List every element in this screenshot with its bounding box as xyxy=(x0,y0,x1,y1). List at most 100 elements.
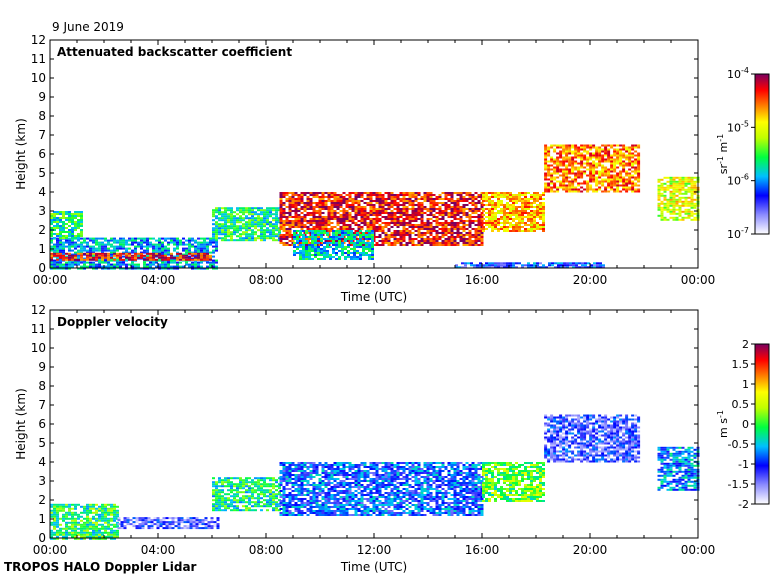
data-cell xyxy=(574,148,578,151)
data-cell xyxy=(480,220,484,222)
data-cell xyxy=(80,217,83,219)
data-cell xyxy=(62,515,65,518)
data-cell xyxy=(248,237,251,240)
data-cell xyxy=(110,251,113,254)
data-cell xyxy=(215,235,218,238)
data-cell xyxy=(509,214,512,216)
data-cell xyxy=(610,186,614,189)
data-cell xyxy=(251,239,254,242)
data-cell xyxy=(477,238,481,240)
data-cell xyxy=(101,241,104,244)
data-cell xyxy=(669,210,673,213)
data-cell xyxy=(215,489,218,492)
data-cell xyxy=(571,144,575,147)
data-cell xyxy=(227,213,230,216)
data-cell xyxy=(74,229,77,231)
data-cell xyxy=(539,218,542,220)
data-cell xyxy=(562,160,566,163)
data-cell xyxy=(660,188,664,191)
data-cell xyxy=(179,243,182,246)
data-cell xyxy=(107,256,110,259)
data-cell xyxy=(550,182,554,185)
data-cell xyxy=(681,202,685,205)
data-cell xyxy=(327,228,331,230)
data-cell xyxy=(468,192,472,194)
data-cell xyxy=(375,228,379,230)
data-cell xyxy=(613,144,617,147)
data-cell xyxy=(50,258,53,261)
data-cell xyxy=(306,206,310,208)
data-cell xyxy=(678,182,682,185)
data-cell xyxy=(212,493,215,496)
data-cell xyxy=(634,188,638,191)
data-cell xyxy=(503,216,506,218)
data-cell xyxy=(411,208,415,210)
data-cell xyxy=(168,521,172,524)
data-cell xyxy=(197,237,200,240)
data-cell xyxy=(77,521,80,524)
data-cell xyxy=(512,228,515,230)
data-cell xyxy=(414,204,418,206)
data-cell xyxy=(89,245,92,248)
data-cell xyxy=(607,172,611,175)
data-cell xyxy=(371,250,374,252)
data-cell xyxy=(86,515,89,518)
data-cell xyxy=(368,230,371,232)
data-cell xyxy=(589,188,593,191)
data-cell xyxy=(107,519,110,522)
data-cell xyxy=(282,224,286,226)
data-cell xyxy=(188,237,191,240)
data-cell xyxy=(305,232,308,234)
data-cell xyxy=(372,228,376,230)
data-cell xyxy=(450,212,454,214)
data-cell xyxy=(251,237,254,240)
data-cell xyxy=(140,254,143,257)
data-cell xyxy=(533,194,536,196)
data-cell xyxy=(50,219,53,221)
data-cell xyxy=(577,188,581,191)
data-cell xyxy=(269,237,272,240)
data-cell xyxy=(622,186,626,189)
data-cell xyxy=(318,212,322,214)
data-cell xyxy=(164,253,167,256)
data-cell xyxy=(209,265,212,268)
data-cell xyxy=(447,232,451,234)
data-cell xyxy=(56,525,59,528)
data-cell xyxy=(288,214,292,216)
data-cell xyxy=(176,243,179,246)
data-cell xyxy=(197,247,200,250)
data-cell xyxy=(263,219,266,222)
data-cell xyxy=(381,222,385,224)
data-cell xyxy=(390,218,394,220)
data-cell xyxy=(571,178,575,181)
data-cell xyxy=(592,162,596,165)
data-cell xyxy=(619,158,623,161)
data-cell xyxy=(62,211,65,213)
data-cell xyxy=(71,249,74,252)
data-cell xyxy=(366,192,370,194)
data-cell xyxy=(471,220,475,222)
data-cell xyxy=(574,154,578,157)
data-cell xyxy=(285,238,289,240)
data-cell xyxy=(309,224,313,226)
data-cell xyxy=(218,233,221,236)
data-cell xyxy=(203,241,206,244)
data-cell xyxy=(365,246,368,248)
data-cell xyxy=(559,186,563,189)
data-cell xyxy=(536,226,539,228)
data-cell xyxy=(86,511,89,514)
data-cell xyxy=(429,222,433,224)
data-cell xyxy=(628,150,632,153)
data-cell xyxy=(616,166,620,169)
data-cell xyxy=(59,256,62,259)
data-cell xyxy=(321,216,325,218)
data-cell xyxy=(62,253,65,256)
data-cell xyxy=(474,210,478,212)
data-cell xyxy=(56,263,59,266)
data-cell xyxy=(338,244,341,246)
data-cell xyxy=(215,507,218,510)
data-cell xyxy=(236,209,239,212)
data-cell xyxy=(266,235,269,238)
data-cell xyxy=(146,256,149,259)
data-cell xyxy=(544,182,548,185)
